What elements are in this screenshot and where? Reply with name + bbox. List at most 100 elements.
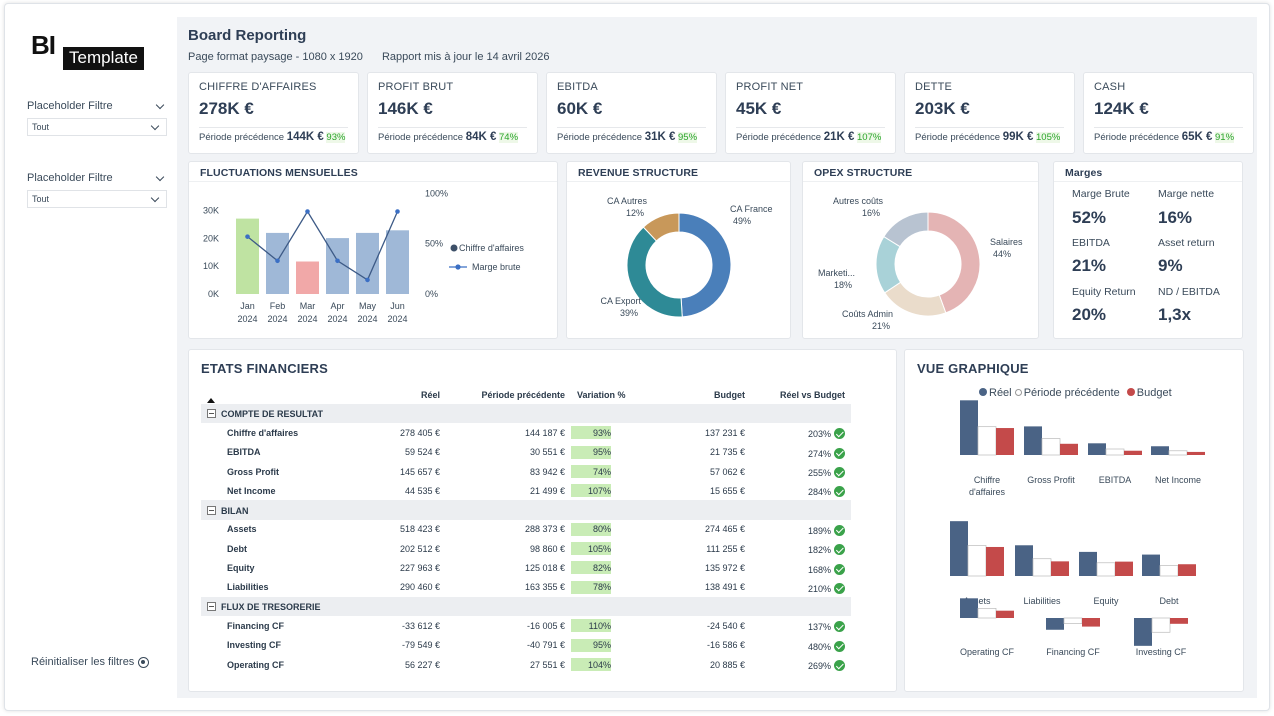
graph-bar bbox=[1168, 450, 1188, 456]
sort-icon[interactable] bbox=[207, 398, 215, 403]
variation-bar bbox=[571, 522, 611, 536]
table-row: Operating CF 56 227 € 27 551 € 104% 20 885 €… bbox=[201, 655, 851, 674]
legend-marker bbox=[455, 264, 461, 270]
row-label: Operating CF bbox=[227, 659, 285, 670]
x-tick-label: Apr bbox=[330, 301, 344, 311]
col-header[interactable]: Réel bbox=[420, 390, 440, 400]
col-header[interactable]: Budget bbox=[714, 390, 745, 400]
page-title: Board Reporting bbox=[188, 27, 307, 44]
variation-value: 105% bbox=[587, 543, 611, 554]
col-header[interactable]: Période précédente bbox=[481, 390, 565, 400]
filter-2-label: Placeholder Filtre bbox=[27, 172, 113, 184]
cell-variation: 78% bbox=[571, 578, 671, 597]
x-tick-label: Jan bbox=[240, 301, 255, 311]
graph-bar bbox=[1115, 561, 1133, 576]
cell-reel-vs-budget: 203% bbox=[751, 423, 851, 442]
table-row: EBITDA 59 524 € 30 551 € 95% 21 735 € 274% bbox=[201, 443, 851, 462]
kpi-label: PROFIT NET bbox=[736, 81, 804, 93]
margin-value: 52% bbox=[1072, 208, 1107, 227]
cell-reel-vs-budget: 480% bbox=[751, 636, 851, 655]
filter-2-select[interactable]: Tout bbox=[27, 190, 167, 208]
row-label: Equity bbox=[227, 563, 255, 574]
monthly-chart: 0K 10K 20K 30K 0% 50% 100% Jan 2024 Feb 2024 Mar 202… bbox=[203, 188, 524, 324]
y2-tick: 50% bbox=[425, 239, 443, 249]
group-label: Gross Profit bbox=[1027, 475, 1075, 485]
kpi-pct: 107% bbox=[857, 132, 882, 143]
cell-reel-vs-budget: 137% bbox=[751, 616, 851, 635]
col-header[interactable]: Réel vs Budget bbox=[779, 390, 845, 400]
bar bbox=[356, 232, 379, 294]
y-tick: 0K bbox=[208, 289, 219, 299]
rvb-value: 137% bbox=[807, 622, 831, 633]
chevron-down-icon[interactable] bbox=[155, 172, 165, 181]
line-point bbox=[395, 209, 400, 214]
variation-value: 95% bbox=[592, 640, 611, 651]
cell-budget: 137 231 € bbox=[704, 427, 745, 438]
line-point bbox=[245, 234, 250, 239]
check-circle-icon bbox=[834, 447, 845, 459]
donut-slice bbox=[884, 281, 947, 317]
filter-1[interactable]: Placeholder Filtre Tout bbox=[27, 100, 167, 136]
margin-label: Equity Return bbox=[1072, 286, 1136, 298]
table-section[interactable]: BILAN bbox=[201, 500, 851, 520]
row-label: Chiffre d'affaires bbox=[227, 427, 299, 438]
table-section[interactable]: FLUX DE TRESORERIE bbox=[201, 596, 851, 617]
cell-reel-vs-budget: 274% bbox=[751, 443, 851, 462]
table-row: Financing CF -33 612 € -16 005 € 110% -24 54… bbox=[201, 616, 851, 635]
table-section[interactable]: COMPTE DE RESULTAT bbox=[201, 404, 851, 424]
variation-value: 107% bbox=[587, 485, 611, 496]
kpi-pct: 93% bbox=[326, 132, 346, 143]
sidebar: BI Template Placeholder Filtre Tout Plac… bbox=[5, 4, 179, 712]
cell-reel-vs-budget: 189% bbox=[751, 520, 851, 539]
graph-bar bbox=[1051, 561, 1069, 576]
filter-2[interactable]: Placeholder Filtre Tout bbox=[27, 172, 167, 208]
collapse-icon[interactable] bbox=[207, 505, 216, 515]
bar bbox=[266, 232, 289, 294]
cell-variation: 93% bbox=[571, 423, 671, 442]
kpi-value: 146K € bbox=[378, 99, 433, 118]
collapse-icon[interactable] bbox=[207, 602, 216, 612]
chevron-down-icon[interactable] bbox=[155, 100, 165, 109]
kpi-pct: 91% bbox=[1215, 132, 1235, 143]
table-row: Net Income 44 535 € 21 499 € 107% 15 655 € 28… bbox=[201, 481, 851, 500]
check-circle-icon bbox=[834, 486, 845, 498]
row-label: Net Income bbox=[227, 485, 276, 496]
cell-reel-vs-budget: 210% bbox=[751, 578, 851, 597]
kpi-prev-value: 99K € bbox=[1002, 131, 1034, 143]
variation-value: 93% bbox=[592, 427, 611, 438]
filter-1-select[interactable]: Tout bbox=[27, 118, 167, 136]
graph-bar bbox=[1082, 618, 1100, 627]
margin-label: Asset return bbox=[1158, 237, 1215, 249]
slice-label: Autres coûts bbox=[833, 196, 884, 206]
kpi-prev-value: 21K € bbox=[823, 131, 855, 143]
variation-bar bbox=[571, 445, 611, 459]
kpi-prev-label: Période précédence bbox=[199, 132, 285, 143]
cell-variation: 80% bbox=[571, 520, 671, 539]
margin-label: Marge Brute bbox=[1072, 188, 1130, 200]
rvb-value: 189% bbox=[807, 525, 831, 536]
variation-bar bbox=[571, 484, 611, 498]
graph-bar bbox=[996, 610, 1014, 618]
graph-bar bbox=[1088, 443, 1106, 455]
kpi-card: CASH 124K € Période précédence 65K € 91% bbox=[1083, 72, 1254, 154]
slice-label: CA Autres bbox=[607, 196, 648, 206]
collapse-icon[interactable] bbox=[207, 409, 216, 419]
cell-prev: 144 187 € bbox=[524, 427, 565, 438]
series-line bbox=[247, 210, 399, 281]
table-row: Assets 518 423 € 288 373 € 80% 274 465 € 189% bbox=[201, 520, 851, 539]
reset-filters-button[interactable]: Réinitialiser les filtres bbox=[31, 656, 150, 668]
kpi-card: PROFIT NET 45K € Période précédence 21K € … bbox=[725, 72, 896, 154]
financials-title: ETATS FINANCIERS bbox=[201, 361, 328, 376]
cell-budget: 135 972 € bbox=[704, 563, 745, 574]
kpi-label: EBITDA bbox=[557, 81, 598, 93]
col-header[interactable]: Variation % bbox=[577, 390, 626, 400]
rvb-value: 284% bbox=[807, 487, 831, 498]
monthly-chart-title: FLUCTUATIONS MENSUELLES bbox=[200, 167, 358, 179]
slice-label: CA France bbox=[730, 204, 773, 214]
cell-prev: 83 942 € bbox=[529, 466, 565, 477]
cell-reel: 202 512 € bbox=[399, 543, 440, 554]
check-circle-icon bbox=[834, 660, 845, 671]
margins-card: Marges Marge Brute 52% Marge nette 16% E… bbox=[1053, 161, 1243, 339]
legend-dot-reel bbox=[979, 388, 987, 396]
rvb-value: 480% bbox=[807, 641, 831, 652]
